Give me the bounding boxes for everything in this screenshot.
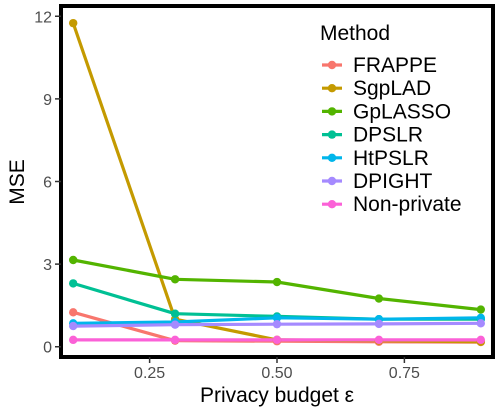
- y-tick-label: 9: [43, 92, 52, 109]
- x-axis: 0.25 0.50 0.75: [134, 357, 420, 382]
- legend-label: Non-private: [353, 193, 462, 216]
- legend-label: HtPSLR: [353, 147, 429, 170]
- x-tick-label: 0.50: [261, 365, 292, 382]
- data-point-dpight: [170, 320, 180, 329]
- data-point-dpslr: [170, 309, 180, 318]
- legend-item-gplasso: GpLASSO: [322, 100, 451, 123]
- legend-key-point: [327, 153, 337, 162]
- legend-item-sgplad: SgpLAD: [322, 77, 431, 100]
- legend-label: DPIGHT: [353, 170, 433, 193]
- legend-item-non-private: Non-private: [322, 193, 462, 216]
- legend-key-point: [327, 107, 337, 116]
- series-points: [68, 18, 486, 347]
- legend-title: Method: [320, 22, 390, 45]
- data-point-gplasso: [476, 305, 486, 314]
- y-axis-title: MSE: [6, 159, 29, 205]
- data-point-non-private: [476, 335, 486, 345]
- data-point-non-private: [272, 335, 282, 345]
- data-point-dpight: [272, 319, 282, 329]
- data-point-gplasso: [272, 277, 282, 287]
- y-tick-label: 12: [34, 9, 52, 26]
- legend-label: DPSLR: [353, 124, 423, 147]
- legend-key-point: [327, 84, 337, 93]
- legend-key-point: [327, 130, 337, 139]
- legend-item-dpight: DPIGHT: [322, 170, 433, 193]
- y-axis: 0 3 6 9 12: [34, 9, 61, 357]
- data-point-non-private: [68, 335, 78, 345]
- data-point-sgplad: [68, 18, 78, 28]
- legend-label: FRAPPE: [353, 54, 437, 77]
- data-point-non-private: [374, 335, 384, 345]
- data-point-htpslr: [272, 313, 282, 323]
- y-tick-label: 3: [43, 257, 52, 274]
- legend-key-point: [327, 176, 337, 186]
- data-point-dpight: [476, 319, 486, 328]
- data-point-non-private: [170, 335, 180, 345]
- data-point-gplasso: [170, 275, 180, 284]
- x-tick-label: 0.75: [389, 365, 420, 382]
- y-tick-label: 0: [43, 340, 52, 357]
- data-point-gplasso: [374, 294, 384, 303]
- legend-item-dpslr: DPSLR: [322, 124, 423, 147]
- legend-key-point: [327, 200, 337, 209]
- legend-item-htpslr: HtPSLR: [322, 147, 429, 170]
- legend: Method FRAPPESgpLADGpLASSODPSLRHtPSLRDPI…: [320, 22, 462, 216]
- legend-key-point: [327, 60, 337, 70]
- data-point-frappe: [68, 308, 78, 317]
- data-point-dpight: [68, 321, 78, 331]
- legend-label: GpLASSO: [353, 100, 451, 123]
- y-tick-label: 6: [43, 175, 52, 192]
- data-point-gplasso: [68, 255, 78, 265]
- legend-item-frappe: FRAPPE: [322, 54, 437, 77]
- x-axis-title: Privacy budget ε: [200, 384, 354, 407]
- data-point-dpight: [374, 319, 384, 329]
- legend-label: SgpLAD: [353, 77, 431, 100]
- x-tick-label: 0.25: [134, 365, 165, 382]
- data-point-dpslr: [68, 279, 78, 288]
